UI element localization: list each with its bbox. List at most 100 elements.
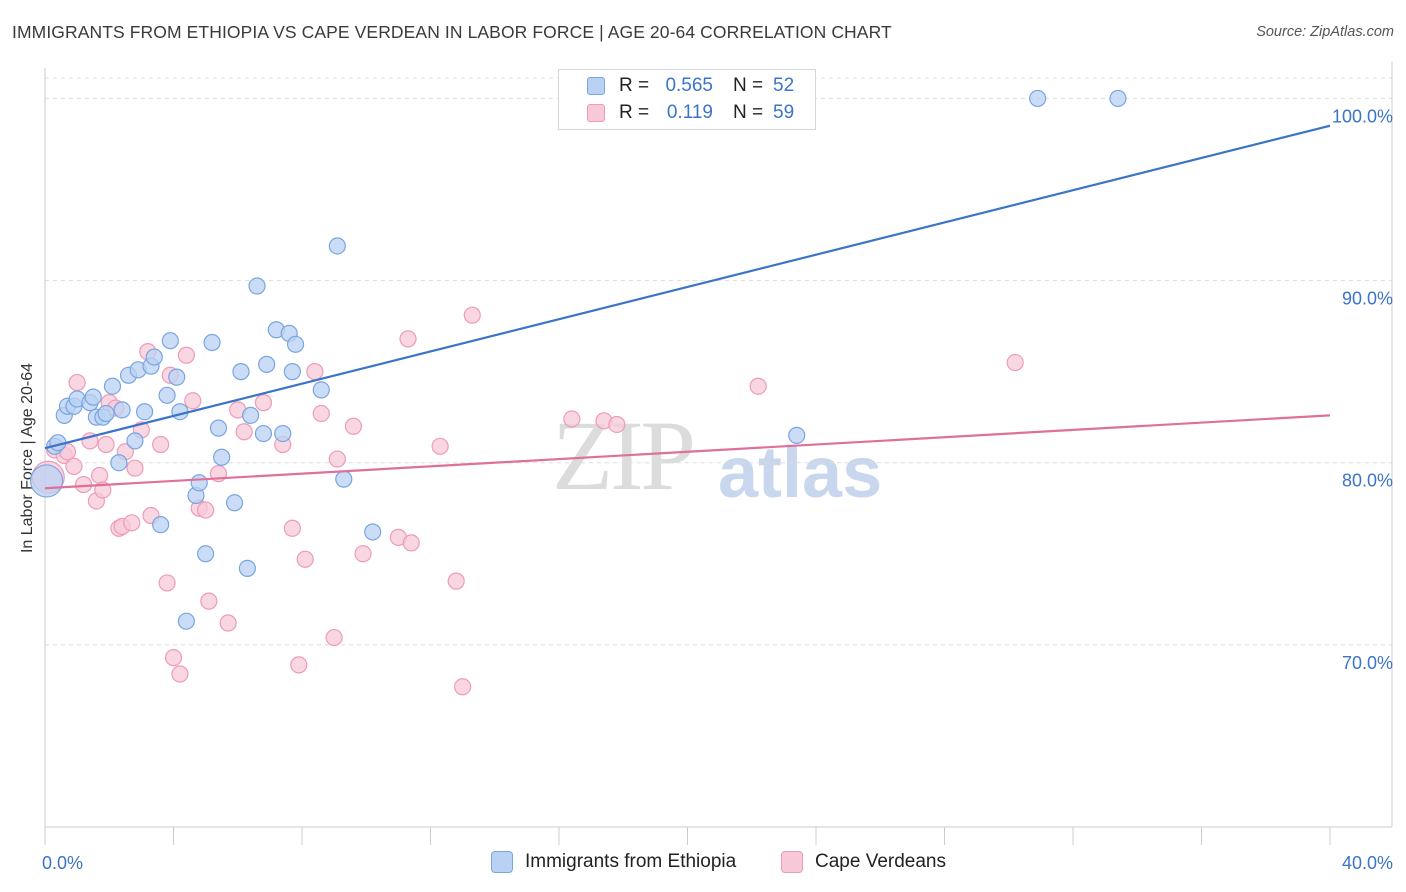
source-label: Source: ZipAtlas.com bbox=[1256, 24, 1394, 40]
points-layer bbox=[30, 89, 1127, 696]
cape-verdean-point bbox=[74, 475, 93, 494]
cape-verdean-point bbox=[68, 373, 86, 392]
ethiopia-point bbox=[213, 448, 231, 466]
ethiopia-point bbox=[788, 426, 806, 444]
ethiopia-point bbox=[97, 404, 115, 423]
ethiopia-point bbox=[110, 454, 128, 472]
legend-label-cape-verdeans: Cape Verdeans bbox=[815, 851, 946, 872]
y-tick-label: 70.0% bbox=[1342, 653, 1393, 673]
cape-verdean-point bbox=[608, 415, 626, 434]
cape-verdean-point bbox=[91, 466, 109, 485]
cape-verdean-point bbox=[171, 665, 189, 683]
cape-verdean-point bbox=[158, 574, 176, 592]
ethiopia-point bbox=[30, 464, 64, 498]
cape-verdean-point bbox=[235, 423, 253, 441]
cape-verdean-point bbox=[431, 437, 449, 455]
ethiopia-trend-line bbox=[44, 124, 1331, 450]
x-tick-label: 40.0% bbox=[1342, 853, 1393, 873]
legend-label-ethiopia: Immigrants from Ethiopia bbox=[525, 851, 737, 872]
n-value: 52 bbox=[773, 75, 795, 96]
ethiopia-point bbox=[248, 277, 266, 295]
ethiopia-point bbox=[152, 516, 170, 534]
stats-legend-row-cape-verdean: R = 0.119 N = 59 bbox=[587, 101, 794, 125]
ethiopia-legend-swatch bbox=[491, 851, 513, 873]
chart-title: IMMIGRANTS FROM ETHIOPIA VS CAPE VERDEAN… bbox=[12, 22, 892, 42]
r-value: 0.119 bbox=[666, 102, 713, 123]
cape-verdean-point bbox=[219, 614, 237, 632]
ethiopia-point bbox=[286, 335, 305, 353]
cape-verdean-point bbox=[344, 417, 362, 435]
ethiopia-point bbox=[126, 432, 144, 450]
cape-verdean-point bbox=[447, 572, 465, 590]
ethiopia-point bbox=[225, 494, 244, 512]
cape-verdean-legend-swatch bbox=[781, 851, 803, 873]
r-label: R = bbox=[619, 102, 650, 123]
ethiopia-point bbox=[171, 403, 189, 421]
stats-legend: R = 0.565 N = 52 R = 0.119 N = 59 bbox=[558, 69, 816, 130]
r-value: 0.565 bbox=[665, 75, 713, 96]
ethiopia-point bbox=[145, 348, 163, 366]
cape-verdean-point bbox=[1006, 353, 1024, 372]
r-label: R = bbox=[619, 75, 650, 96]
cape-verdean-swatch bbox=[587, 104, 605, 122]
ethiopia-point bbox=[177, 612, 195, 630]
cape-verdean-point bbox=[454, 678, 472, 696]
ethiopia-point bbox=[254, 424, 273, 443]
ethiopia-point bbox=[238, 559, 256, 577]
ethiopia-point bbox=[242, 406, 260, 424]
ethiopia-point bbox=[312, 381, 330, 399]
ethiopia-point bbox=[209, 419, 228, 437]
n-label: N = bbox=[733, 75, 764, 96]
cape-verdean-point bbox=[123, 514, 141, 532]
ethiopia-point bbox=[113, 401, 131, 419]
ethiopia-point bbox=[158, 386, 176, 404]
ethiopia-point bbox=[203, 333, 221, 352]
axis-layer bbox=[44, 62, 1393, 845]
ethiopia-point bbox=[1109, 89, 1127, 108]
ethiopia-point bbox=[232, 363, 250, 381]
cape-verdean-point bbox=[152, 435, 170, 454]
ethiopia-point bbox=[135, 403, 154, 421]
legend-item-ethiopia[interactable]: Immigrants from Ethiopia bbox=[491, 851, 736, 873]
ethiopia-swatch bbox=[587, 77, 605, 95]
y-tick-label: 90.0% bbox=[1342, 289, 1393, 309]
ethiopia-point bbox=[161, 332, 179, 350]
cape-verdean-point bbox=[126, 459, 144, 477]
ethiopia-point bbox=[197, 545, 215, 563]
y-tick-label: 100.0% bbox=[1332, 106, 1393, 126]
cape-verdean-point bbox=[749, 377, 767, 395]
ethiopia-point bbox=[103, 377, 122, 395]
cape-verdean-point bbox=[97, 435, 115, 454]
n-label: N = bbox=[733, 102, 764, 123]
cape-verdean-trend-line bbox=[44, 414, 1331, 490]
cape-verdean-point bbox=[184, 392, 202, 410]
n-value: 59 bbox=[773, 102, 795, 123]
ethiopia-point bbox=[364, 523, 382, 541]
cape-verdean-point bbox=[254, 394, 273, 412]
cape-verdean-point bbox=[312, 404, 330, 423]
ethiopia-point bbox=[190, 474, 208, 492]
cape-verdean-point bbox=[65, 457, 83, 475]
cape-verdean-point bbox=[164, 649, 183, 667]
legend-item-cape-verdeans[interactable]: Cape Verdeans bbox=[781, 851, 946, 873]
cape-verdean-point bbox=[463, 306, 481, 324]
ethiopia-point bbox=[258, 355, 276, 373]
cape-verdean-point bbox=[402, 534, 420, 552]
ethiopia-point bbox=[168, 368, 186, 386]
ethiopia-point bbox=[84, 388, 102, 406]
cape-verdean-point bbox=[177, 346, 195, 364]
cape-verdean-point bbox=[328, 450, 346, 468]
cape-verdean-point bbox=[563, 410, 581, 428]
label-layer: 70.0% 80.0% 90.0% 100.0% 0.0% 40.0% bbox=[42, 106, 1393, 873]
trend-layer bbox=[44, 124, 1331, 490]
ethiopia-point bbox=[274, 424, 292, 443]
cape-verdean-point bbox=[197, 501, 215, 519]
series-legend: Immigrants from Ethiopia Cape Verdeans bbox=[0, 851, 1406, 877]
cape-verdean-point bbox=[290, 656, 308, 674]
cape-verdean-point bbox=[325, 628, 343, 647]
ethiopia-point bbox=[335, 470, 353, 488]
cape-verdean-point bbox=[296, 550, 314, 568]
cape-verdean-point bbox=[306, 363, 324, 381]
ethiopia-point bbox=[328, 237, 346, 255]
